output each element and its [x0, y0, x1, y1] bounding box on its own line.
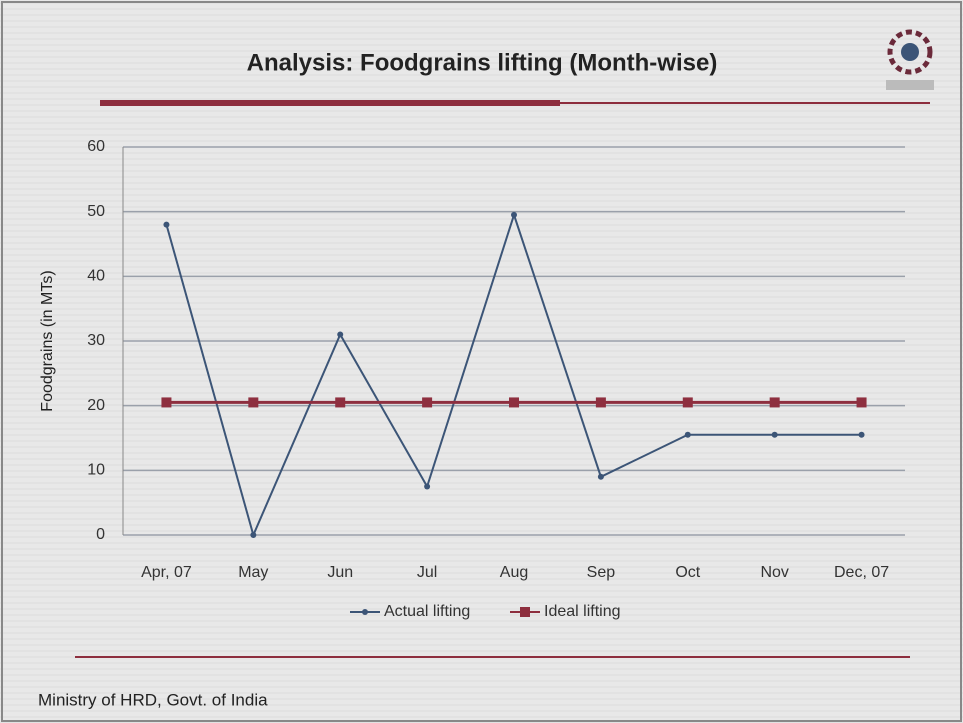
point — [248, 397, 259, 408]
legend-label: Ideal lifting — [544, 603, 621, 620]
legend-marker — [520, 607, 530, 617]
point — [335, 397, 346, 408]
point — [337, 331, 344, 338]
chart-title: Analysis: Foodgrains lifting (Month-wise… — [247, 49, 718, 76]
y-axis-title: Foodgrains (in MTs) — [39, 270, 56, 411]
point — [595, 397, 606, 408]
x-tick-label: May — [238, 564, 268, 581]
point — [597, 473, 604, 480]
x-tick-label: Nov — [760, 564, 788, 581]
x-tick-label: Jun — [327, 564, 353, 581]
x-tick-label: Dec, 07 — [834, 564, 889, 581]
point — [684, 431, 691, 438]
logo — [886, 29, 934, 90]
x-tick-label: Apr, 07 — [141, 564, 192, 581]
legend-marker — [362, 609, 368, 615]
point — [163, 221, 170, 228]
point — [769, 397, 780, 408]
point — [771, 431, 778, 438]
x-tick-label: Oct — [675, 564, 700, 581]
point — [682, 397, 693, 408]
y-tick-label: 0 — [96, 526, 105, 543]
legend-label: Actual lifting — [384, 603, 470, 620]
x-tick-label: Sep — [587, 564, 616, 581]
point — [250, 532, 257, 538]
point — [509, 397, 519, 408]
x-tick-label: Aug — [500, 564, 528, 581]
footer: Ministry of HRD, Govt. of India — [38, 690, 268, 709]
y-tick-label: 40 — [87, 268, 105, 285]
point — [161, 397, 172, 408]
y-tick-label: 20 — [87, 397, 105, 414]
point — [856, 397, 867, 408]
point — [511, 211, 517, 218]
y-tick-label: 50 — [87, 203, 105, 220]
title-rule — [100, 100, 560, 106]
point — [424, 483, 431, 490]
y-tick-label: 10 — [87, 462, 105, 479]
point — [422, 397, 433, 408]
y-tick-label: 30 — [87, 332, 105, 349]
y-tick-label: 60 — [87, 138, 105, 155]
point — [858, 431, 865, 438]
x-tick-label: Jul — [417, 564, 437, 581]
